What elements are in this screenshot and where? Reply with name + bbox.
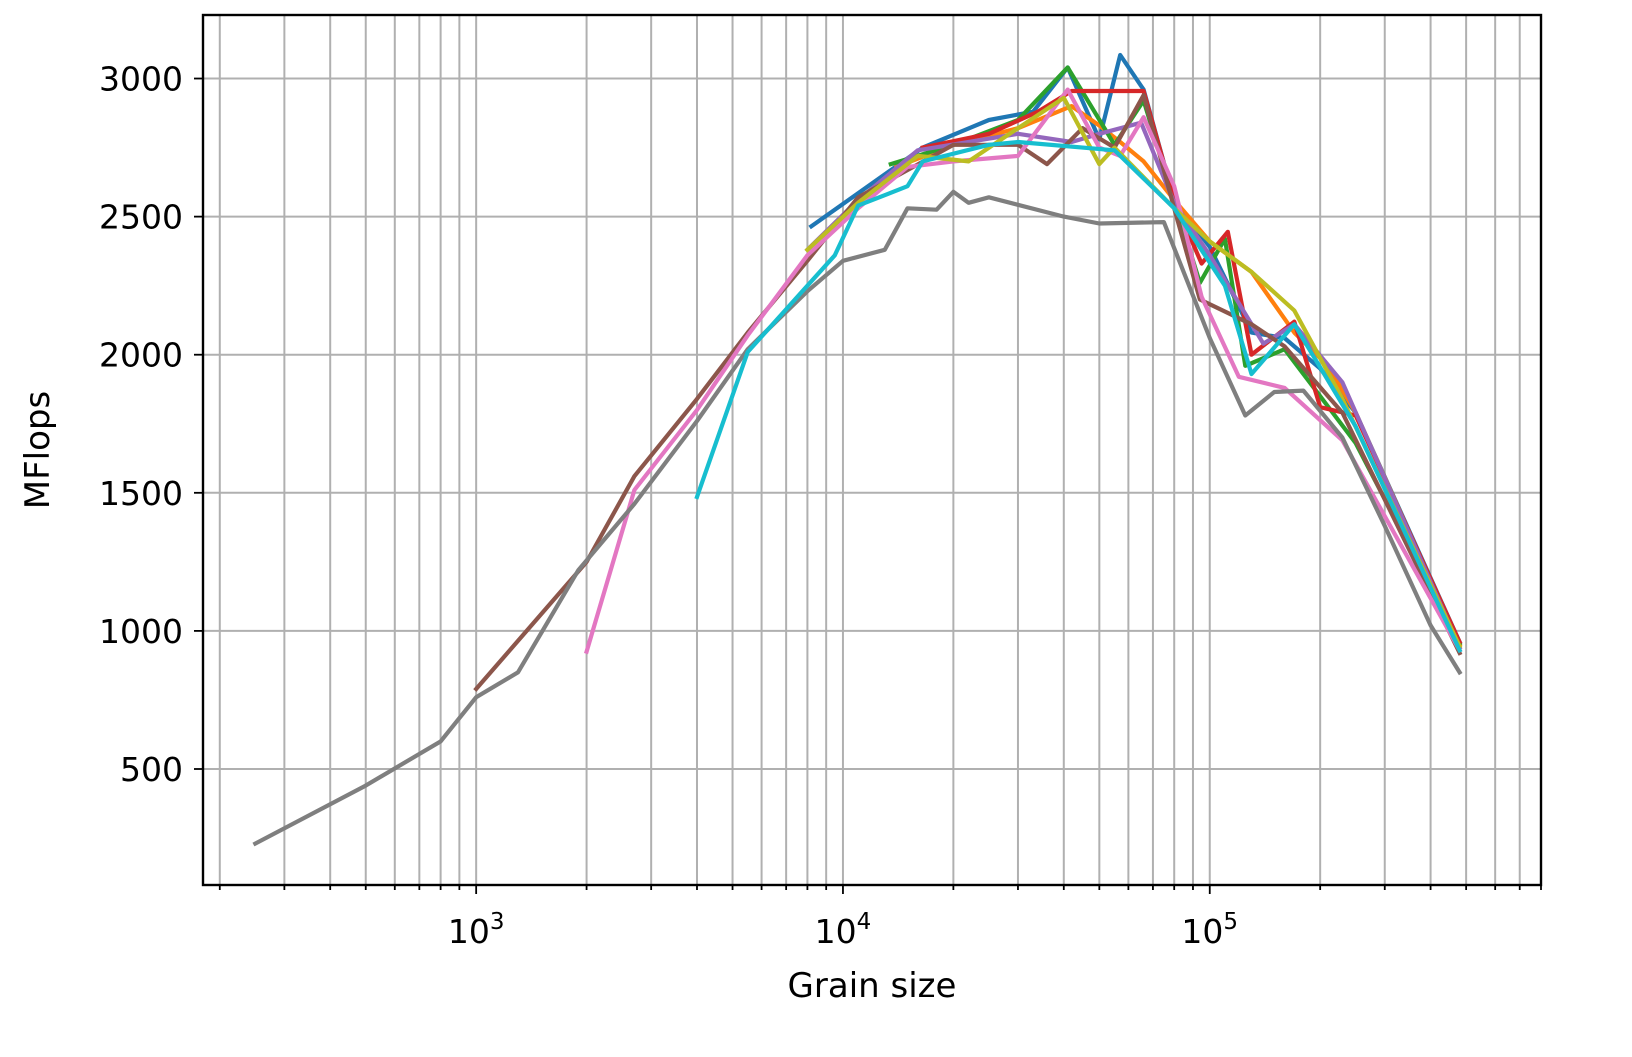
y-axis-label: MFlops — [18, 391, 58, 509]
x-axis-label: Grain size — [788, 966, 957, 1006]
series-line-1 — [808, 52, 1463, 645]
x-tick-label: 104 — [815, 909, 872, 951]
series-line-8 — [252, 189, 1463, 847]
y-tick-label: 2000 — [99, 336, 183, 375]
series-line-4 — [920, 88, 1463, 645]
x-tick-label: 103 — [448, 909, 505, 951]
y-tick-label: 3000 — [99, 60, 183, 99]
ticks: 103 104 105 500 1000 1500 2000 2500 3000 — [99, 60, 1542, 951]
series-line-5 — [804, 120, 1463, 651]
series-line-6 — [473, 92, 1463, 692]
y-tick-label: 1000 — [99, 612, 183, 651]
series-group — [252, 52, 1463, 847]
plot-frame — [201, 13, 1543, 887]
series-line-10 — [694, 139, 1463, 653]
series-line-9 — [804, 95, 1463, 649]
y-tick-label: 1500 — [99, 474, 183, 513]
y-tick-label: 500 — [120, 750, 183, 789]
y-tick-label: 2500 — [99, 198, 183, 237]
series-line-2 — [893, 103, 1463, 648]
x-tick-label: 105 — [1181, 909, 1238, 951]
series-line-7 — [583, 87, 1463, 655]
grid — [203, 15, 1542, 885]
